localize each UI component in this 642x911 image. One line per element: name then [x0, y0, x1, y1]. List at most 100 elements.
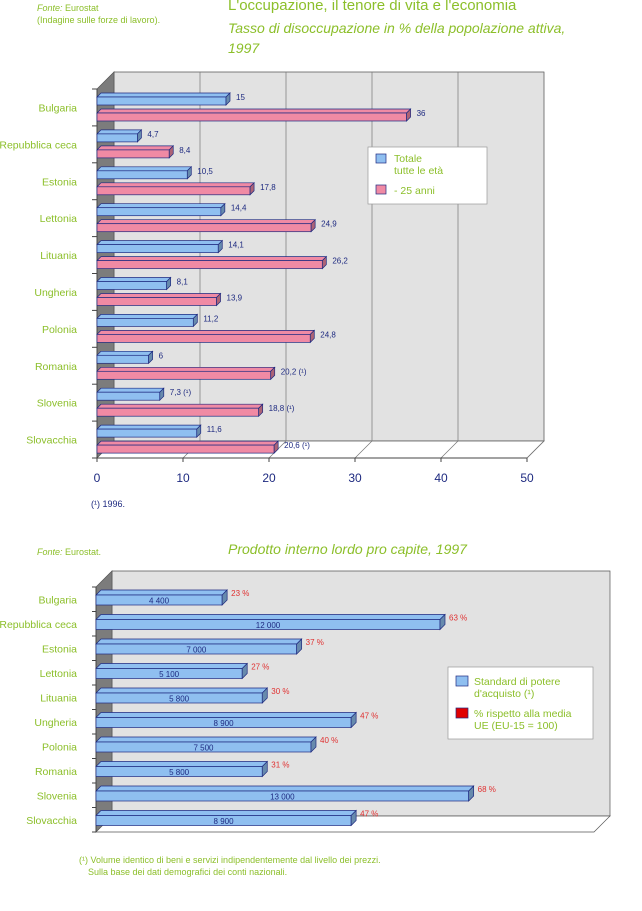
chart1-bar-under25	[96, 223, 312, 233]
chart2-bar-pps-side	[468, 785, 475, 802]
chart2-legend-swatch-pps	[455, 675, 469, 687]
chart2-category-label: Slovacchia	[26, 815, 77, 827]
chart1-data-label: 14,4	[231, 204, 247, 213]
chart2-pct-label: 47 %	[360, 712, 378, 721]
chart1-category-label: Repubblica ceca	[0, 139, 77, 151]
chart1-x-tick-label: 20	[262, 471, 276, 485]
chart2-pct-label: 68 %	[478, 785, 496, 794]
chart2-gdp: Bulgaria 4 400 23 % Repubblica ceca 12 000 63…	[0, 570, 611, 833]
chart1-bar-total-top	[96, 424, 202, 430]
chart1-data-label: 17,8	[260, 183, 276, 192]
chart1-bar-total-side	[220, 202, 226, 217]
chart1-bar-total	[96, 354, 149, 364]
chart1-bar-under25	[96, 186, 251, 196]
chart1-category-label: Polonia	[42, 324, 77, 336]
chart1-bar-under25	[96, 260, 323, 269]
chart1-data-label: 8,4	[179, 146, 191, 155]
chart1-bar-total-top	[96, 277, 172, 282]
chart1-data-label: 11,6	[207, 425, 223, 434]
chart1-bar-under25-side	[249, 181, 255, 196]
chart2-legend	[447, 666, 594, 740]
chart1-data-label: 18,8 (¹)	[269, 404, 295, 413]
chart2-bar-pps-top	[95, 687, 269, 694]
chart1-bar-total-side	[159, 387, 165, 402]
chart2-pct-label: 47 %	[360, 810, 378, 819]
chart1-x-tick-label: 10	[176, 471, 190, 485]
chart2-bar-pps-side	[221, 589, 228, 606]
chart2-bar-pps-side	[261, 760, 268, 778]
chart2-legend-swatch-pct	[455, 707, 469, 719]
chart2-category-label: Bulgaria	[38, 594, 77, 606]
chart2-pct-label: 63 %	[449, 614, 467, 623]
chart1-data-label: 10,5	[197, 167, 213, 176]
chart1-bar-total	[96, 244, 219, 253]
chart1-bar-total-top	[96, 314, 199, 319]
chart2-category-label: Lituania	[40, 692, 77, 704]
chart1-data-label: 36	[417, 109, 426, 118]
chart1-bar-total-side	[137, 129, 142, 143]
chart2-title: Prodotto interno lordo pro capite, 1997	[228, 541, 467, 557]
chart2-category-label: Estonia	[42, 643, 77, 655]
chart2-category-label: Repubblica ceca	[0, 619, 77, 631]
chart2-bar-pps-side	[261, 687, 268, 704]
chart2-bar-value-label: 5 800	[169, 768, 190, 777]
chart2-bar-value-label: 8 900	[214, 719, 235, 728]
chart1-bar-total	[96, 96, 227, 106]
chart2-source-name: Eurostat.	[65, 547, 102, 557]
chart1-category-label: Lettonia	[40, 213, 78, 225]
chart1-data-label: 13,9	[227, 294, 243, 303]
chart1-data-label: 20,2 (¹)	[281, 367, 307, 376]
chart2-bar-pps-top	[95, 736, 317, 743]
chart1-source-detail: (Indagine sulle forze di lavoro).	[37, 15, 161, 25]
chart2-bar-pps-side	[439, 613, 446, 631]
chart1-bar-under25-top	[96, 440, 280, 446]
chart2-source: Fonte: Eurostat.	[37, 547, 101, 557]
chart2-bar-value-label: 7 500	[193, 744, 214, 753]
chart1-bar-under25-top	[96, 293, 222, 298]
chart1-bar-total-top	[96, 350, 154, 356]
chart1-bar-total	[96, 207, 222, 217]
chart1-data-label: 24,8	[320, 330, 336, 339]
chart1-bar-under25	[96, 297, 217, 306]
chart1-data-label: 14,1	[228, 241, 244, 250]
chart1-bar-under25-side	[168, 145, 174, 159]
chart1-category-label: Bulgaria	[38, 102, 77, 114]
chart2-bar-value-label: 5 100	[159, 670, 180, 679]
chart1-bar-total-side	[186, 165, 192, 180]
chart2-bar-pps-top	[95, 589, 228, 596]
chart1-legend-swatch-under25	[375, 184, 387, 195]
chart1-data-label: 4,7	[147, 130, 159, 139]
chart1-data-label: 26,2	[332, 257, 348, 266]
chart2-bar-pps-side	[241, 662, 248, 680]
chart1-bar-under25-top	[96, 145, 175, 151]
chart1-bar-total	[96, 318, 194, 327]
chart1-bar-total-side	[166, 276, 172, 291]
chart1-bar-under25	[96, 112, 407, 122]
chart2-category-label: Ungheria	[34, 717, 77, 729]
chart2-bar-value-label: 4 400	[149, 597, 170, 606]
chart2-pct-label: 27 %	[251, 663, 269, 672]
chart1-gridline-floor	[440, 440, 459, 459]
chart1-bar-total-top	[96, 166, 193, 172]
chart2-pct-label: 30 %	[271, 687, 289, 696]
chart2-category-label: Romania	[35, 766, 77, 778]
chart2-legend-label-pps: Standard di potere d'acquisto (¹)	[474, 676, 561, 700]
chart1-bar-under25	[96, 444, 275, 454]
chart1-x-tick-label: 0	[94, 471, 101, 485]
chart1-bar-under25-side	[406, 108, 411, 122]
chart1-bar-under25-top	[96, 219, 316, 225]
chart1-category-label: Estonia	[42, 176, 77, 188]
chart1-data-label: 7,3 (¹)	[170, 388, 192, 397]
chart2-category-label: Polonia	[42, 741, 77, 753]
chart1-bar-under25	[96, 407, 260, 417]
chart2-bar-value-label: 12 000	[256, 621, 281, 630]
chart1-category-label: Ungheria	[34, 287, 77, 299]
chart1-source-label: Fonte:	[37, 3, 63, 13]
chart1-bar-total	[96, 391, 161, 401]
chart1-bar-total-top	[96, 92, 231, 98]
chart1-bar-under25-top	[96, 182, 255, 188]
chart1-legend-label-under25: - 25 anni	[394, 185, 435, 197]
chart1-bar-under25-side	[270, 366, 276, 381]
chart1-source: Fonte: Eurostat	[37, 3, 99, 13]
chart1-data-label: 8,1	[177, 278, 189, 287]
